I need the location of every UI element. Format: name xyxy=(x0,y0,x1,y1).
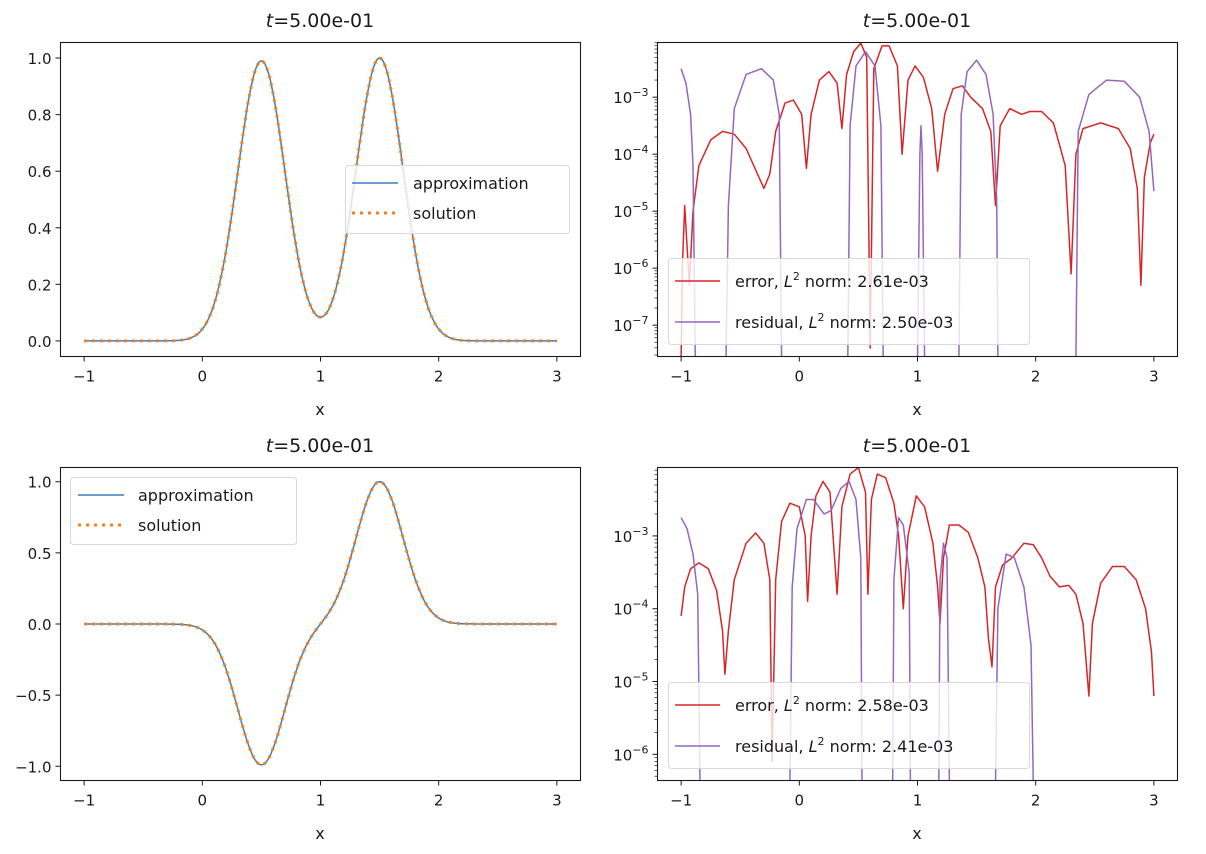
legend-box xyxy=(668,682,1030,769)
error-curve xyxy=(680,42,1155,357)
x-tick-label: 1 xyxy=(913,792,923,810)
y-tick-label: 10−6 xyxy=(613,743,648,764)
x-tick-label: 0 xyxy=(795,792,805,810)
x-tick-label: −1 xyxy=(73,792,95,810)
y-tick-label: 0.0 xyxy=(28,616,52,634)
axis-ticks: −1 0 1 2 3 −1.0 −0.5 0.0 0.5 1.0 xyxy=(15,474,562,810)
y-tick-label: 0.6 xyxy=(28,163,52,181)
legend-solution-label: solution xyxy=(413,204,476,223)
plot-title: t=5.00e-01 xyxy=(863,10,971,32)
plot-area xyxy=(84,56,557,343)
axis-ticks: −1 0 1 2 3 0.0 0.2 0.4 0.6 0.8 1.0 xyxy=(28,50,562,385)
y-tick-label: 0.0 xyxy=(28,333,52,351)
error-curve xyxy=(680,467,1155,763)
plot-title: t=5.00e-01 xyxy=(266,10,374,32)
solution-curve xyxy=(84,480,557,767)
plot-title: t=5.00e-01 xyxy=(266,435,374,457)
y-tick-label: 10−3 xyxy=(613,525,648,546)
y-tick-label: 1.0 xyxy=(28,50,52,68)
y-tick-label: 10−5 xyxy=(613,200,648,221)
x-axis-label: x xyxy=(315,400,324,419)
y-tick-label: 10−5 xyxy=(613,671,648,692)
legend-solution-label: solution xyxy=(138,516,201,535)
plot-area xyxy=(680,42,1155,357)
x-tick-label: 0 xyxy=(795,368,805,386)
legend: approximation solution xyxy=(345,165,570,234)
x-tick-label: 1 xyxy=(316,368,326,386)
x-tick-label: 0 xyxy=(198,792,208,810)
y-tick-label: −1.0 xyxy=(15,758,51,776)
legend: error, L2 norm: 2.61e-03 residual, L2 no… xyxy=(668,258,1030,345)
legend: error, L2 norm: 2.58e-03 residual, L2 no… xyxy=(668,682,1030,769)
y-tick-label: 1.0 xyxy=(28,474,52,492)
y-tick-label: 0.5 xyxy=(28,545,52,563)
x-tick-label: −1 xyxy=(670,792,692,810)
x-tick-label: −1 xyxy=(670,368,692,386)
axis-ticks: −1 0 1 2 3 10−6 10−5 10−4 10−3 xyxy=(613,469,1159,810)
legend-box xyxy=(345,165,570,234)
plot-title: t=5.00e-01 xyxy=(863,435,971,457)
plot-top-right: t=5.00e-01 −1 0 1 2 310−710−610−510−410−3 x … xyxy=(613,10,1179,419)
x-tick-label: 2 xyxy=(434,792,444,810)
legend-approximation-label: approximation xyxy=(138,486,254,505)
y-tick-label: 0.2 xyxy=(28,276,52,294)
legend-approximation-label: approximation xyxy=(413,174,529,193)
x-tick-label: 2 xyxy=(434,368,444,386)
legend-residual-label: residual, L2 norm: 2.50e-03 xyxy=(735,311,953,332)
y-tick-label: 10−4 xyxy=(613,143,648,164)
x-tick-label: 2 xyxy=(1031,368,1041,386)
legend-box xyxy=(668,258,1030,345)
plot-top-left: t=5.00e-01 −1 0 1 2 3 0.0 0.2 0.4 0.6 0.8 1.0 x ap… xyxy=(28,10,582,419)
axis-ticks: −1 0 1 2 3 10−7 10−6 10−5 10−4 10−3 xyxy=(613,42,1159,386)
legend-box xyxy=(70,477,297,545)
x-axis-label: x xyxy=(315,824,324,843)
plot-area xyxy=(84,480,557,767)
x-tick-label: −1 xyxy=(73,368,95,386)
y-tick-label: 10−7 xyxy=(613,314,648,335)
x-axis-label: x xyxy=(912,400,921,419)
x-tick-label: 3 xyxy=(552,792,562,810)
x-tick-label: 1 xyxy=(913,368,923,386)
legend-error-label: error, L2 norm: 2.58e-03 xyxy=(735,694,929,715)
x-tick-label: 2 xyxy=(1031,792,1041,810)
legend-residual-label: residual, L2 norm: 2.41e-03 xyxy=(735,735,953,756)
plot-bottom-left: t=5.00e-01 −1 0 1 2 3 −1.0 −0.5 0.0 0.5 1.0 x app… xyxy=(15,435,582,843)
solution-curve xyxy=(84,56,557,343)
legend: approximation solution xyxy=(70,477,297,545)
x-tick-label: 1 xyxy=(316,792,326,810)
legend-error-label: error, L2 norm: 2.61e-03 xyxy=(735,270,929,291)
x-tick-label: 3 xyxy=(1149,792,1159,810)
plot-bottom-right: t=5.00e-01 −1 0 1 2 3 10−6 10−5 10−4 10−3 x erro… xyxy=(613,435,1179,843)
y-tick-label: −0.5 xyxy=(15,687,51,705)
residual-curve xyxy=(680,50,1155,357)
x-axis-label: x xyxy=(912,824,921,843)
y-tick-label: 0.8 xyxy=(28,107,52,125)
y-tick-label: 10−3 xyxy=(613,86,648,107)
y-tick-label: 0.4 xyxy=(28,220,52,238)
x-tick-label: 3 xyxy=(552,368,562,386)
x-tick-label: 3 xyxy=(1149,368,1159,386)
y-tick-label: 10−4 xyxy=(613,598,648,619)
y-tick-label: 10−6 xyxy=(613,257,648,278)
x-tick-label: 0 xyxy=(198,368,208,386)
